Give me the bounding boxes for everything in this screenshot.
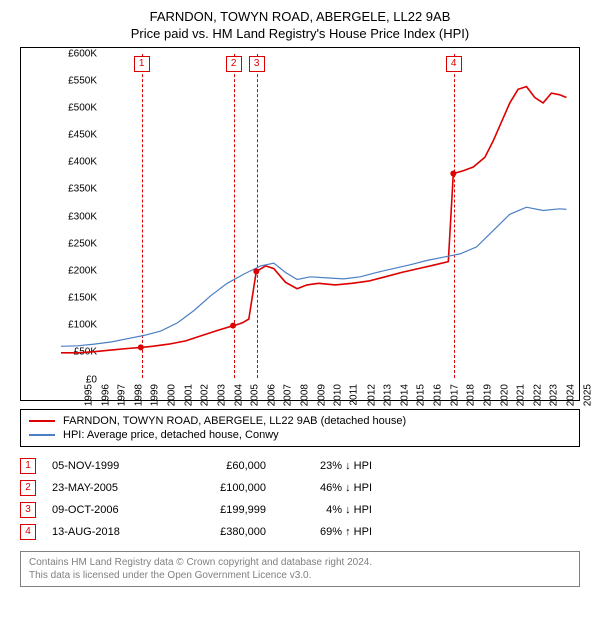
legend-label: FARNDON, TOWYN ROAD, ABERGELE, LL22 9AB … [63, 415, 406, 427]
footer-line-1: Contains HM Land Registry data © Crown c… [29, 556, 571, 569]
event-pct: 69% ↑ HPI [282, 526, 372, 538]
chart-subtitle: Price paid vs. HM Land Registry's House … [12, 26, 588, 41]
event-price: £380,000 [180, 526, 266, 538]
legend-label: HPI: Average price, detached house, Conw… [63, 429, 279, 441]
legend-item: HPI: Average price, detached house, Conw… [29, 428, 571, 442]
legend-swatch [29, 420, 55, 422]
event-date: 05-NOV-1999 [52, 460, 164, 472]
chart-container: £0£50K£100K£150K£200K£250K£300K£350K£400… [20, 47, 580, 401]
plot-area: £0£50K£100K£150K£200K£250K£300K£350K£400… [61, 54, 573, 378]
event-pct: 4% ↓ HPI [282, 504, 372, 516]
footer-line-2: This data is licensed under the Open Gov… [29, 569, 571, 582]
event-row: 3 09-OCT-2006 £199,999 4% ↓ HPI [20, 499, 580, 521]
event-pct: 23% ↓ HPI [282, 460, 372, 472]
event-date: 09-OCT-2006 [52, 504, 164, 516]
chart-title: FARNDON, TOWYN ROAD, ABERGELE, LL22 9AB [12, 8, 588, 26]
legend-item: FARNDON, TOWYN ROAD, ABERGELE, LL22 9AB … [29, 414, 571, 428]
event-price: £100,000 [180, 482, 266, 494]
series-line [61, 207, 566, 346]
series-line [61, 86, 566, 352]
footer-attribution: Contains HM Land Registry data © Crown c… [20, 551, 580, 587]
sale-point [253, 268, 259, 274]
chart-svg [61, 54, 573, 380]
event-pct: 46% ↓ HPI [282, 482, 372, 494]
event-num-box: 4 [20, 524, 36, 540]
sale-point [138, 344, 144, 350]
event-num-box: 3 [20, 502, 36, 518]
event-num-box: 1 [20, 458, 36, 474]
event-price: £60,000 [180, 460, 266, 472]
sale-point [230, 322, 236, 328]
legend: FARNDON, TOWYN ROAD, ABERGELE, LL22 9AB … [20, 409, 580, 447]
event-row: 2 23-MAY-2005 £100,000 46% ↓ HPI [20, 477, 580, 499]
event-table: 1 05-NOV-1999 £60,000 23% ↓ HPI 2 23-MAY-2005… [20, 455, 580, 543]
event-num-box: 2 [20, 480, 36, 496]
event-row: 4 13-AUG-2018 £380,000 69% ↑ HPI [20, 521, 580, 543]
event-price: £199,999 [180, 504, 266, 516]
sale-point [450, 170, 456, 176]
legend-swatch [29, 434, 55, 436]
event-date: 23-MAY-2005 [52, 482, 164, 494]
event-date: 13-AUG-2018 [52, 526, 164, 538]
event-row: 1 05-NOV-1999 £60,000 23% ↓ HPI [20, 455, 580, 477]
